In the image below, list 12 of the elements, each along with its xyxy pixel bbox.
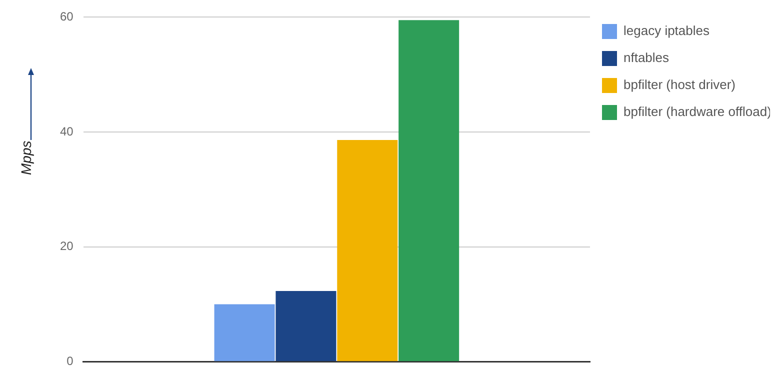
legend-label: nftables xyxy=(624,50,670,66)
y-tick-label: 60 xyxy=(60,10,74,24)
legend-label: bpfilter (host driver) xyxy=(624,77,736,92)
bar xyxy=(214,304,275,362)
y-tick-label: 0 xyxy=(66,354,74,368)
bar xyxy=(337,140,398,362)
y-tick-label: 20 xyxy=(60,239,74,254)
legend-label: legacy iptables xyxy=(624,23,710,38)
bar xyxy=(398,20,460,362)
y-tick-label: 40 xyxy=(60,124,74,138)
bar xyxy=(276,291,336,362)
y-axis-title: Mpps xyxy=(18,140,34,175)
